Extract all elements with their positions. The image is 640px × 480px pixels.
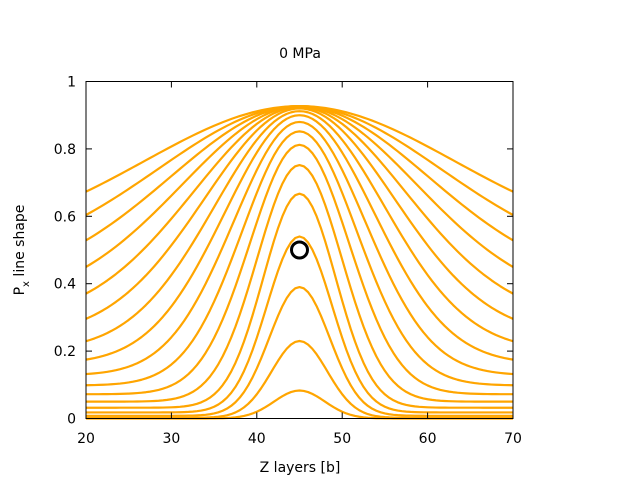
y-axis-label: Px line shape (12, 205, 32, 296)
profile-line (86, 192, 513, 409)
series-group (85, 105, 514, 420)
x-tick-label: 50 (333, 431, 351, 447)
x-tick-label: 40 (248, 431, 266, 447)
profile-line (85, 130, 514, 387)
profile-line (86, 389, 513, 420)
profile-line (85, 110, 514, 343)
profile-line (86, 235, 513, 414)
x-tick-label: 20 (77, 431, 95, 447)
marker-group (290, 240, 309, 260)
profile-line (86, 163, 513, 403)
y-tick-label: 0.2 (54, 344, 76, 360)
profile-line (85, 107, 514, 320)
x-tick-label: 60 (419, 431, 437, 447)
y-axis: 0 0.2 0.4 0.6 0.8 1 (54, 75, 513, 428)
reference-marker (290, 240, 309, 260)
profile-line (85, 143, 514, 396)
y-tick-label: 0.6 (54, 209, 76, 225)
y-tick-label: 0.4 (54, 277, 76, 293)
profile-line (85, 114, 514, 361)
profile-line (86, 285, 513, 417)
y-tick-label: 1 (67, 75, 76, 91)
chart-title: 0 MPa (279, 46, 321, 62)
x-tick-label: 30 (162, 431, 180, 447)
y-tick-label: 0.8 (54, 142, 76, 158)
profile-line (85, 106, 514, 295)
x-axis: 20 30 40 50 60 70 (77, 81, 522, 447)
profile-line (86, 339, 513, 419)
y-tick-label: 0 (67, 412, 76, 428)
x-tick-label: 70 (504, 431, 522, 447)
profile-line (85, 105, 514, 193)
plot-frame (85, 81, 514, 419)
x-axis-label: Z layers [b] (260, 460, 341, 476)
profile-line (85, 120, 514, 376)
